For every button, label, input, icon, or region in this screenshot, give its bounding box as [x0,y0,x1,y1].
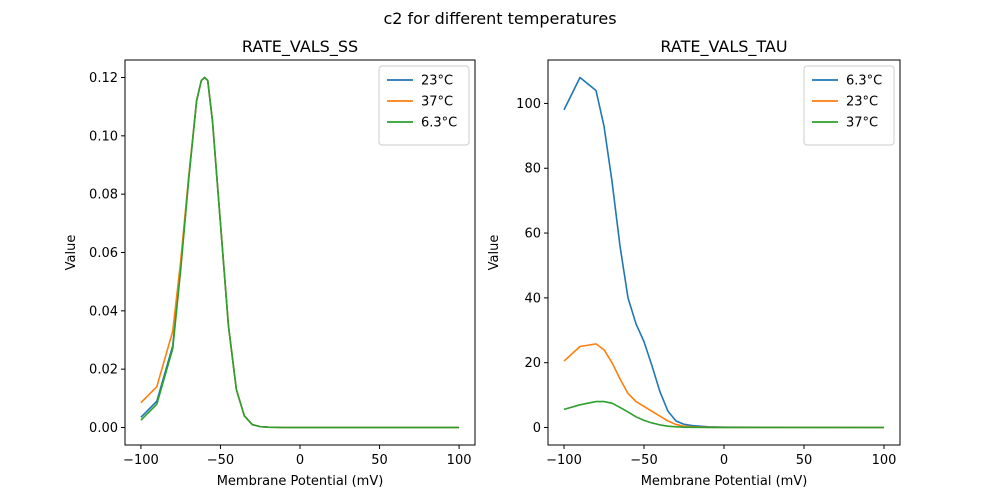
y-tick-label: 100 [516,97,541,112]
legend: 23°C 37°C 6.3°C [378,65,470,146]
legend-entry: 6.3°C [846,74,882,89]
x-tick-label: 50 [796,453,813,468]
subplot-1: RATE_VALS_SS −100 −50 0 50 100 0.00 0.02 0.04 0.0… [64,37,476,489]
y-tick-label: 0.08 [89,188,118,203]
y-tick-label: 0 [533,421,541,436]
legend-entry: 23°C [421,74,453,89]
series-line-3 [563,400,884,429]
subplot-title: RATE_VALS_TAU [660,37,787,57]
x-tick-label: 0 [720,453,728,468]
y-axis-label: Value [487,235,502,271]
x-tick-label: 100 [447,453,472,468]
x-tick-label: 0 [296,453,304,468]
x-tick-label: −100 [546,453,582,468]
x-axis-label: Membrane Potential (mV) [641,474,808,489]
subplot-2: RATE_VALS_TAU −100 −50 0 50 100 0 20 40 60 80 100 Me… [487,37,901,489]
subplot-title: RATE_VALS_SS [242,37,358,57]
figure-suptitle: c2 for different temperatures [383,9,616,28]
x-tick-label: −100 [123,453,159,468]
y-tick-label: 0.06 [89,246,118,261]
y-tick-label: 0.10 [89,129,118,144]
x-tick-label: −50 [630,453,657,468]
y-tick-label: 0.00 [89,421,118,436]
series-line-3 [140,76,460,429]
series-line-1 [563,76,885,429]
legend-entry: 23°C [846,95,878,110]
y-tick-label: 20 [524,356,541,371]
legend-box [378,65,470,146]
x-tick-label: 100 [872,453,897,468]
x-axis-label: Membrane Potential (mV) [217,474,384,489]
y-tick-label: 60 [524,227,541,242]
y-tick-label: 0.12 [89,71,118,86]
y-tick-label: 0.02 [89,363,118,378]
x-tick-label: 50 [371,453,388,468]
y-axis-label: Value [64,235,79,271]
x-tick-label: −50 [207,453,234,468]
y-tick-label: 80 [524,162,541,177]
y-tick-label: 40 [524,291,541,306]
legend-box [803,65,895,146]
legend-entry: 37°C [421,95,453,110]
y-tick-label: 0.04 [89,304,118,319]
legend: 6.3°C 23°C 37°C [803,65,895,146]
legend-entry: 6.3°C [421,116,457,131]
legend-entry: 37°C [846,116,878,131]
